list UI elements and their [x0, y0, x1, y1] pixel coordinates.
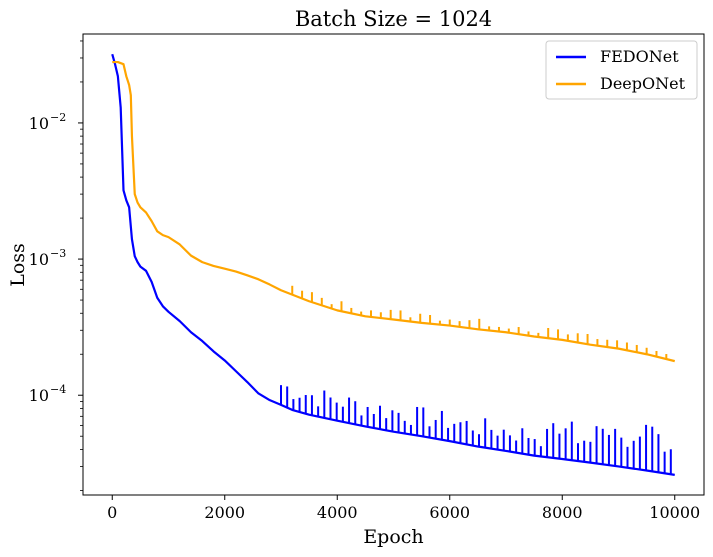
x-axis-label: Epoch — [363, 526, 423, 548]
y-tick-label: 10 — [29, 114, 49, 133]
x-tick-label: 6000 — [429, 503, 470, 522]
y-tick-exponent: −4 — [50, 383, 66, 396]
x-axis-ticks: 0 2000 4000 6000 8000 10000 — [107, 495, 700, 522]
legend-label-deeponet: DeepONet — [600, 74, 686, 93]
y-axis-ticks: 10−210−310−4 — [29, 40, 83, 491]
y-tick-exponent: −2 — [50, 111, 66, 124]
plot-frame — [82, 33, 705, 496]
spikes-layer — [280, 285, 672, 475]
y-tick-label: 10 — [29, 386, 49, 405]
series-layer — [111, 53, 676, 476]
x-tick-label: 2000 — [204, 503, 245, 522]
chart-title: Batch Size = 1024 — [295, 7, 492, 31]
x-tick-label: 0 — [107, 503, 117, 522]
x-tick-label: 10000 — [649, 503, 700, 522]
x-tick-label: 8000 — [542, 503, 583, 522]
y-tick-exponent: −3 — [50, 247, 66, 260]
y-axis-label: Loss — [7, 243, 29, 287]
legend-label-fedonet: FEDONet — [600, 47, 679, 66]
y-tick-label: 10 — [29, 250, 49, 269]
legend: FEDONet DeepONet — [545, 40, 698, 100]
series-line-deeponet — [112, 60, 676, 363]
x-tick-label: 4000 — [317, 503, 358, 522]
series-line-fedonet — [111, 53, 675, 476]
